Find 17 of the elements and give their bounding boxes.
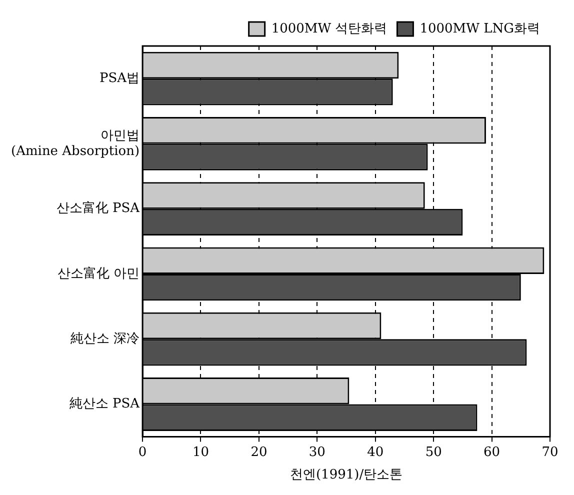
- x-axis-title: 천엔(1991)/탄소톤: [290, 468, 403, 483]
- y-tick-label: 純산소 PSA: [69, 396, 140, 412]
- x-tick-label: 60: [484, 444, 500, 460]
- y-tick-label: 純산소 深冷: [70, 331, 140, 346]
- x-tick-label: 70: [542, 444, 558, 460]
- y-tick-label: 산소富化 PSA: [56, 200, 140, 216]
- x-tick-label: 10: [192, 444, 210, 460]
- x-tick-label: 50: [425, 444, 442, 460]
- x-tick-label: 20: [250, 444, 268, 460]
- x-tick-label: 0: [138, 444, 147, 460]
- x-tick-label: 30: [308, 444, 326, 460]
- legend-label: 1000MW LNG화력: [420, 21, 540, 36]
- y-tick-label: 아민법 (Amine Absorption): [10, 128, 140, 159]
- y-tick-label: 산소富化 아민: [57, 265, 140, 282]
- y-tick-label: PSA법: [99, 70, 140, 86]
- x-tick-label: 40: [367, 444, 384, 460]
- legend-label: 1000MW 석탄화력: [271, 21, 388, 36]
